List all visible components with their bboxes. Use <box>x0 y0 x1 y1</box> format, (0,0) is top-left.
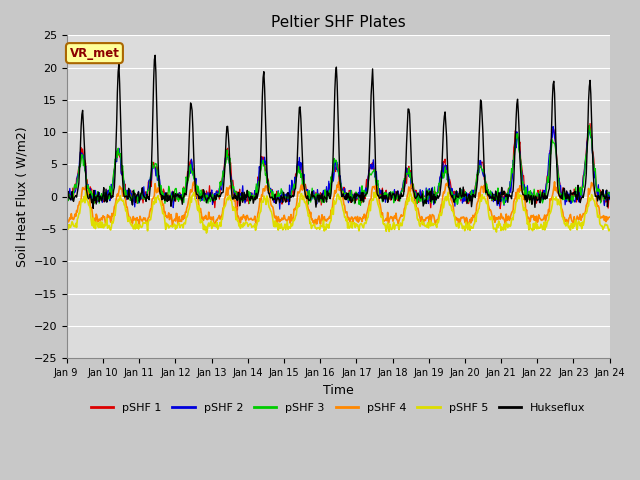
pSHF 2 <box>129 202 136 208</box>
pSHF 2 <box>276 206 284 212</box>
pSHF 1 <box>586 120 594 126</box>
pSHF 4 <box>213 217 221 223</box>
pSHF 4 <box>73 208 81 214</box>
Line: pSHF 5: pSHF 5 <box>67 192 610 233</box>
pSHF 2 <box>212 188 220 194</box>
Line: pSHF 3: pSHF 3 <box>67 125 610 205</box>
pSHF 4 <box>63 219 70 225</box>
Legend: pSHF 1, pSHF 2, pSHF 3, pSHF 4, pSHF 5, Hukseflux: pSHF 1, pSHF 2, pSHF 3, pSHF 4, pSHF 5, … <box>86 398 590 417</box>
pSHF 3 <box>212 197 220 203</box>
pSHF 2 <box>549 124 557 130</box>
Hukseflux <box>422 197 429 203</box>
pSHF 3 <box>129 197 136 203</box>
pSHF 2 <box>606 197 614 203</box>
pSHF 1 <box>184 168 191 174</box>
pSHF 4 <box>405 184 413 190</box>
pSHF 4 <box>551 179 559 185</box>
Line: pSHF 4: pSHF 4 <box>67 182 610 226</box>
Line: pSHF 1: pSHF 1 <box>67 123 610 210</box>
Hukseflux <box>185 139 193 145</box>
pSHF 5 <box>129 226 137 231</box>
pSHF 4 <box>184 199 192 205</box>
pSHF 4 <box>421 217 429 223</box>
pSHF 5 <box>203 230 211 236</box>
Hukseflux <box>73 194 81 200</box>
pSHF 5 <box>606 227 614 232</box>
pSHF 2 <box>184 173 191 179</box>
Y-axis label: Soil Heat Flux ( W/m2): Soil Heat Flux ( W/m2) <box>15 126 28 267</box>
pSHF 3 <box>421 201 429 206</box>
pSHF 2 <box>63 195 70 201</box>
pSHF 1 <box>63 188 70 193</box>
Title: Peltier SHF Plates: Peltier SHF Plates <box>271 15 406 30</box>
pSHF 1 <box>129 193 136 199</box>
pSHF 5 <box>184 208 192 214</box>
pSHF 5 <box>63 222 70 228</box>
pSHF 1 <box>606 192 614 197</box>
pSHF 3 <box>63 193 70 199</box>
Hukseflux <box>151 52 159 58</box>
pSHF 3 <box>405 165 413 171</box>
Hukseflux <box>406 111 413 117</box>
Hukseflux <box>214 193 221 199</box>
pSHF 5 <box>406 189 413 195</box>
Hukseflux <box>63 199 70 205</box>
pSHF 5 <box>82 189 90 194</box>
Text: VR_met: VR_met <box>70 47 120 60</box>
Hukseflux <box>606 195 614 201</box>
pSHF 1 <box>234 207 241 213</box>
pSHF 5 <box>73 225 81 230</box>
pSHF 4 <box>129 220 136 226</box>
pSHF 3 <box>184 180 191 186</box>
pSHF 3 <box>586 122 593 128</box>
Hukseflux <box>129 188 137 193</box>
pSHF 3 <box>606 192 614 198</box>
pSHF 4 <box>169 223 177 229</box>
pSHF 2 <box>421 197 429 203</box>
pSHF 4 <box>606 214 614 220</box>
pSHF 3 <box>73 183 81 189</box>
Line: pSHF 2: pSHF 2 <box>67 127 610 209</box>
pSHF 3 <box>356 203 364 208</box>
pSHF 1 <box>421 193 429 199</box>
pSHF 1 <box>405 164 413 169</box>
pSHF 2 <box>73 180 81 186</box>
pSHF 5 <box>214 226 221 232</box>
X-axis label: Time: Time <box>323 384 354 396</box>
pSHF 2 <box>405 174 413 180</box>
Hukseflux <box>90 205 97 211</box>
pSHF 1 <box>212 190 220 196</box>
pSHF 5 <box>422 224 429 229</box>
pSHF 1 <box>73 176 81 181</box>
Line: Hukseflux: Hukseflux <box>67 55 610 208</box>
